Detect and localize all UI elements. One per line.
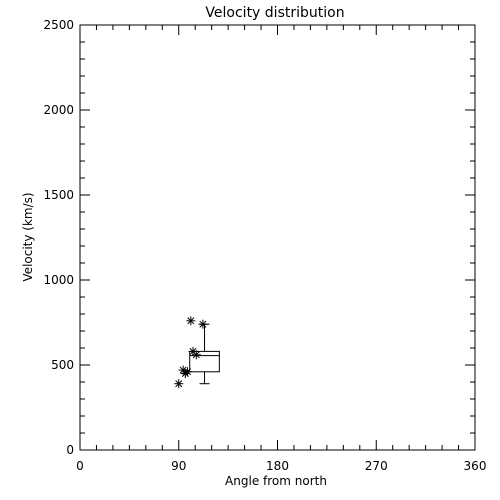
data-point [191, 350, 201, 360]
asterisk-stroke [199, 320, 207, 328]
chart-title: Velocity distribution [205, 5, 344, 21]
data-points [174, 316, 208, 389]
axis-ticks [79, 24, 476, 451]
plot-frame [79, 24, 476, 451]
asterisk-stroke [189, 347, 197, 355]
x-tick-label: 90 [171, 459, 186, 473]
x-tick-label: 360 [464, 459, 487, 473]
box-plot [189, 323, 220, 385]
y-tick-label: 500 [51, 358, 74, 372]
asterisk-stroke [192, 351, 200, 359]
y-tick-label: 1500 [43, 188, 74, 202]
asterisk-stroke [179, 366, 187, 374]
y-axis-title: Velocity (km/s) [21, 192, 35, 281]
y-tick-label: 2000 [43, 103, 74, 117]
data-point [198, 319, 208, 329]
data-point [174, 379, 184, 389]
x-tick-label: 270 [365, 459, 388, 473]
y-tick-label: 2500 [43, 18, 74, 32]
asterisk-stroke [184, 368, 192, 376]
x-axis-title: Angle from north [225, 474, 327, 488]
x-tick-label: 0 [76, 459, 84, 473]
x-tick-label: 180 [266, 459, 289, 473]
tick-labels: 0 90 180 270 360 0 500 1000 1500 2000 2500 [43, 18, 486, 473]
data-point [183, 367, 193, 377]
asterisk-stroke [175, 380, 183, 388]
y-tick-label: 0 [66, 443, 74, 457]
data-point [186, 316, 196, 326]
y-tick-label: 1000 [43, 273, 74, 287]
asterisk-stroke [187, 317, 195, 325]
